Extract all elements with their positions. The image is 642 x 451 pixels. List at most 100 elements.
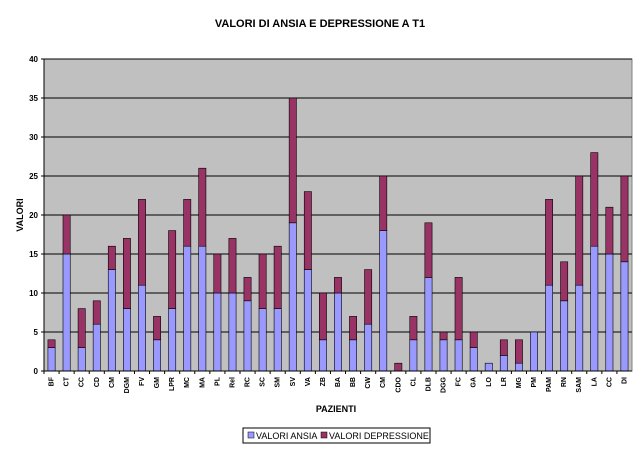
x-tick-label: CM [380,377,387,388]
x-tick-label: CDO [395,376,402,392]
y-axis-ticks: 0 5 10 15 20 25 30 35 40 [29,55,44,376]
bar-ansia [319,339,327,372]
bar-ansia [303,269,312,372]
bar-depressione [454,277,463,341]
bar-ansia [243,300,252,372]
x-tick-label: DGM [124,377,131,394]
y-tick-label: 5 [34,328,39,337]
bar-depressione [183,199,192,247]
bar-ansia [334,292,342,372]
bar-depressione [198,167,207,247]
x-tick-label: DI [621,377,628,384]
y-tick-label: 0 [34,367,39,376]
bar-ansia [515,362,523,372]
bar-ansia [530,331,538,372]
bar-depressione [258,253,267,309]
y-tick-label: 10 [29,289,38,298]
x-tick-label: SV [290,377,297,387]
x-tick-label: LO [486,376,493,386]
bar-ansia [138,284,146,372]
bar-depressione [620,175,629,263]
x-tick-label: FC [456,377,463,386]
bar-ansia [213,292,222,372]
bar-ansia [469,347,478,372]
bar-ansia [273,308,282,372]
x-tick-label: CW [365,377,372,389]
bar-depressione [409,316,418,341]
bar-ansia [590,245,599,372]
chart-title: VALORI DI ANSIA E DEPRESSIONE A T1 [215,18,425,30]
bar-depressione [364,269,373,325]
y-tick-label: 20 [29,211,38,220]
y-axis-label: VALORI [15,198,25,231]
x-tick-label: RN [561,377,568,387]
bar-ansia [620,261,629,372]
bar-ansia [107,269,116,372]
x-tick-label: SAM [576,377,583,393]
x-tick-label: Rel [229,377,236,388]
bar-ansia [364,323,373,372]
bar-depressione [153,316,161,341]
x-tick-label: DLB [425,377,432,391]
bar-ansia [349,339,357,372]
bar-ansia [484,362,493,372]
bar-depressione [273,245,282,309]
bar-ansia [228,292,237,372]
x-tick-label: BF [49,376,56,386]
y-tick-label: 40 [29,55,38,64]
bar-ansia [605,253,614,372]
bar-depressione [288,97,297,224]
y-tick-label: 15 [29,250,38,259]
bar-depressione [515,339,523,364]
bar-ansia [575,284,584,372]
x-tick-label: CM [109,377,116,388]
bar-depressione [168,230,177,309]
legend: VALORI ANSIA VALORI DEPRESSIONE [242,427,431,444]
x-axis-label: PAZIENTI [316,404,356,414]
bar-depressione [123,238,131,309]
x-tick-label: CL [410,376,417,386]
bar-depressione [319,292,327,341]
bar-depressione [107,245,116,270]
x-tick-label: BA [335,377,342,387]
bar-ansia [153,339,161,372]
x-tick-label: FV [139,377,146,386]
legend-swatch-depressione [320,431,328,439]
bar-depressione [62,214,71,255]
x-tick-label: PM [531,377,538,388]
x-tick-label: MA [199,377,206,388]
bar-depressione [47,339,56,348]
bar-depressione [77,308,86,348]
bars [47,97,629,372]
x-tick-label: RC [245,377,252,387]
bar-depressione [499,339,508,356]
bar-ansia [77,347,86,372]
x-tick-label: LR [501,377,508,386]
x-tick-label: PL [214,376,221,386]
x-tick-label: DGG [441,376,448,393]
legend-box [242,427,431,444]
bar-ansia [379,230,388,372]
bar-ansia [198,245,207,372]
bar-depressione [439,331,448,341]
bar-ansia [183,245,192,372]
x-tick-label: CT [64,376,71,386]
y-tick-label: 25 [29,172,38,181]
bar-depressione [303,191,312,270]
bar-depressione [228,238,237,294]
bar-depressione [545,199,553,286]
x-tick-label: CC [79,377,86,387]
bar-ansia [62,253,71,372]
bar-depressione [349,316,357,341]
bar-depressione [138,199,146,286]
bar-depressione [469,331,478,348]
y-tick-label: 35 [29,94,38,103]
bar-depressione [575,175,584,286]
x-tick-label: LPR [169,377,176,391]
x-tick-label: CC [606,377,613,387]
bar-depressione [590,152,599,247]
y-tick-label: 30 [29,133,38,142]
bar-ansia [168,308,177,372]
bar-ansia [47,347,56,372]
